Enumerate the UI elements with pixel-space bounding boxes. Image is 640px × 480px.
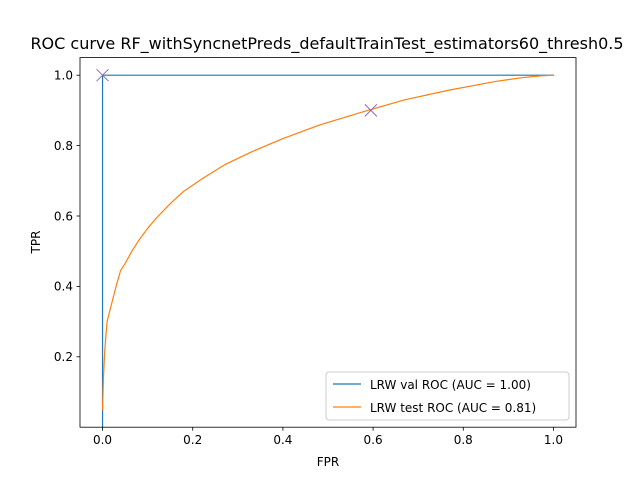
x-tick-label: 0.2 xyxy=(183,433,202,447)
legend-label-test: LRW test ROC (AUC = 0.81) xyxy=(370,401,536,415)
chart-title: ROC curve RF_withSyncnetPreds_defaultTra… xyxy=(30,34,623,54)
x-axis-label: FPR xyxy=(317,455,339,469)
x-axis-ticks: 0.0 0.2 0.4 0.6 0.8 1.0 xyxy=(93,427,563,447)
plot-frame xyxy=(79,57,577,428)
series-layer xyxy=(101,74,555,428)
x-tick-label: 0.8 xyxy=(454,433,473,447)
x-tick-label: 1.0 xyxy=(544,433,563,447)
series-line-val-roc xyxy=(101,74,555,428)
y-tick-label: 0.6 xyxy=(54,209,73,223)
x-tick-label: 0.6 xyxy=(364,433,383,447)
x-tick-label: 0.0 xyxy=(93,433,112,447)
y-axis-ticks: 0.2 0.4 0.6 0.8 1.0 xyxy=(54,69,80,364)
y-tick-label: 1.0 xyxy=(54,69,73,83)
y-axis-label: TPR xyxy=(29,231,43,255)
y-tick-label: 0.8 xyxy=(54,139,73,153)
x-tick-label: 0.4 xyxy=(273,433,292,447)
marker-stroke xyxy=(96,68,109,82)
plot-background xyxy=(80,57,576,428)
plot-area xyxy=(79,57,577,428)
legend: LRW val ROC (AUC = 1.00) LRW test ROC (A… xyxy=(325,371,570,421)
legend-label-val: LRW val ROC (AUC = 1.00) xyxy=(370,378,531,392)
operating-point-marker xyxy=(96,68,109,82)
y-tick-label: 0.2 xyxy=(54,350,73,364)
operating-point-marker xyxy=(364,104,378,117)
legend-box xyxy=(325,371,570,421)
marker-layer xyxy=(96,68,378,117)
series-line-test-roc xyxy=(101,74,555,411)
y-tick-label: 0.4 xyxy=(54,280,73,294)
marker-stroke xyxy=(364,104,378,117)
